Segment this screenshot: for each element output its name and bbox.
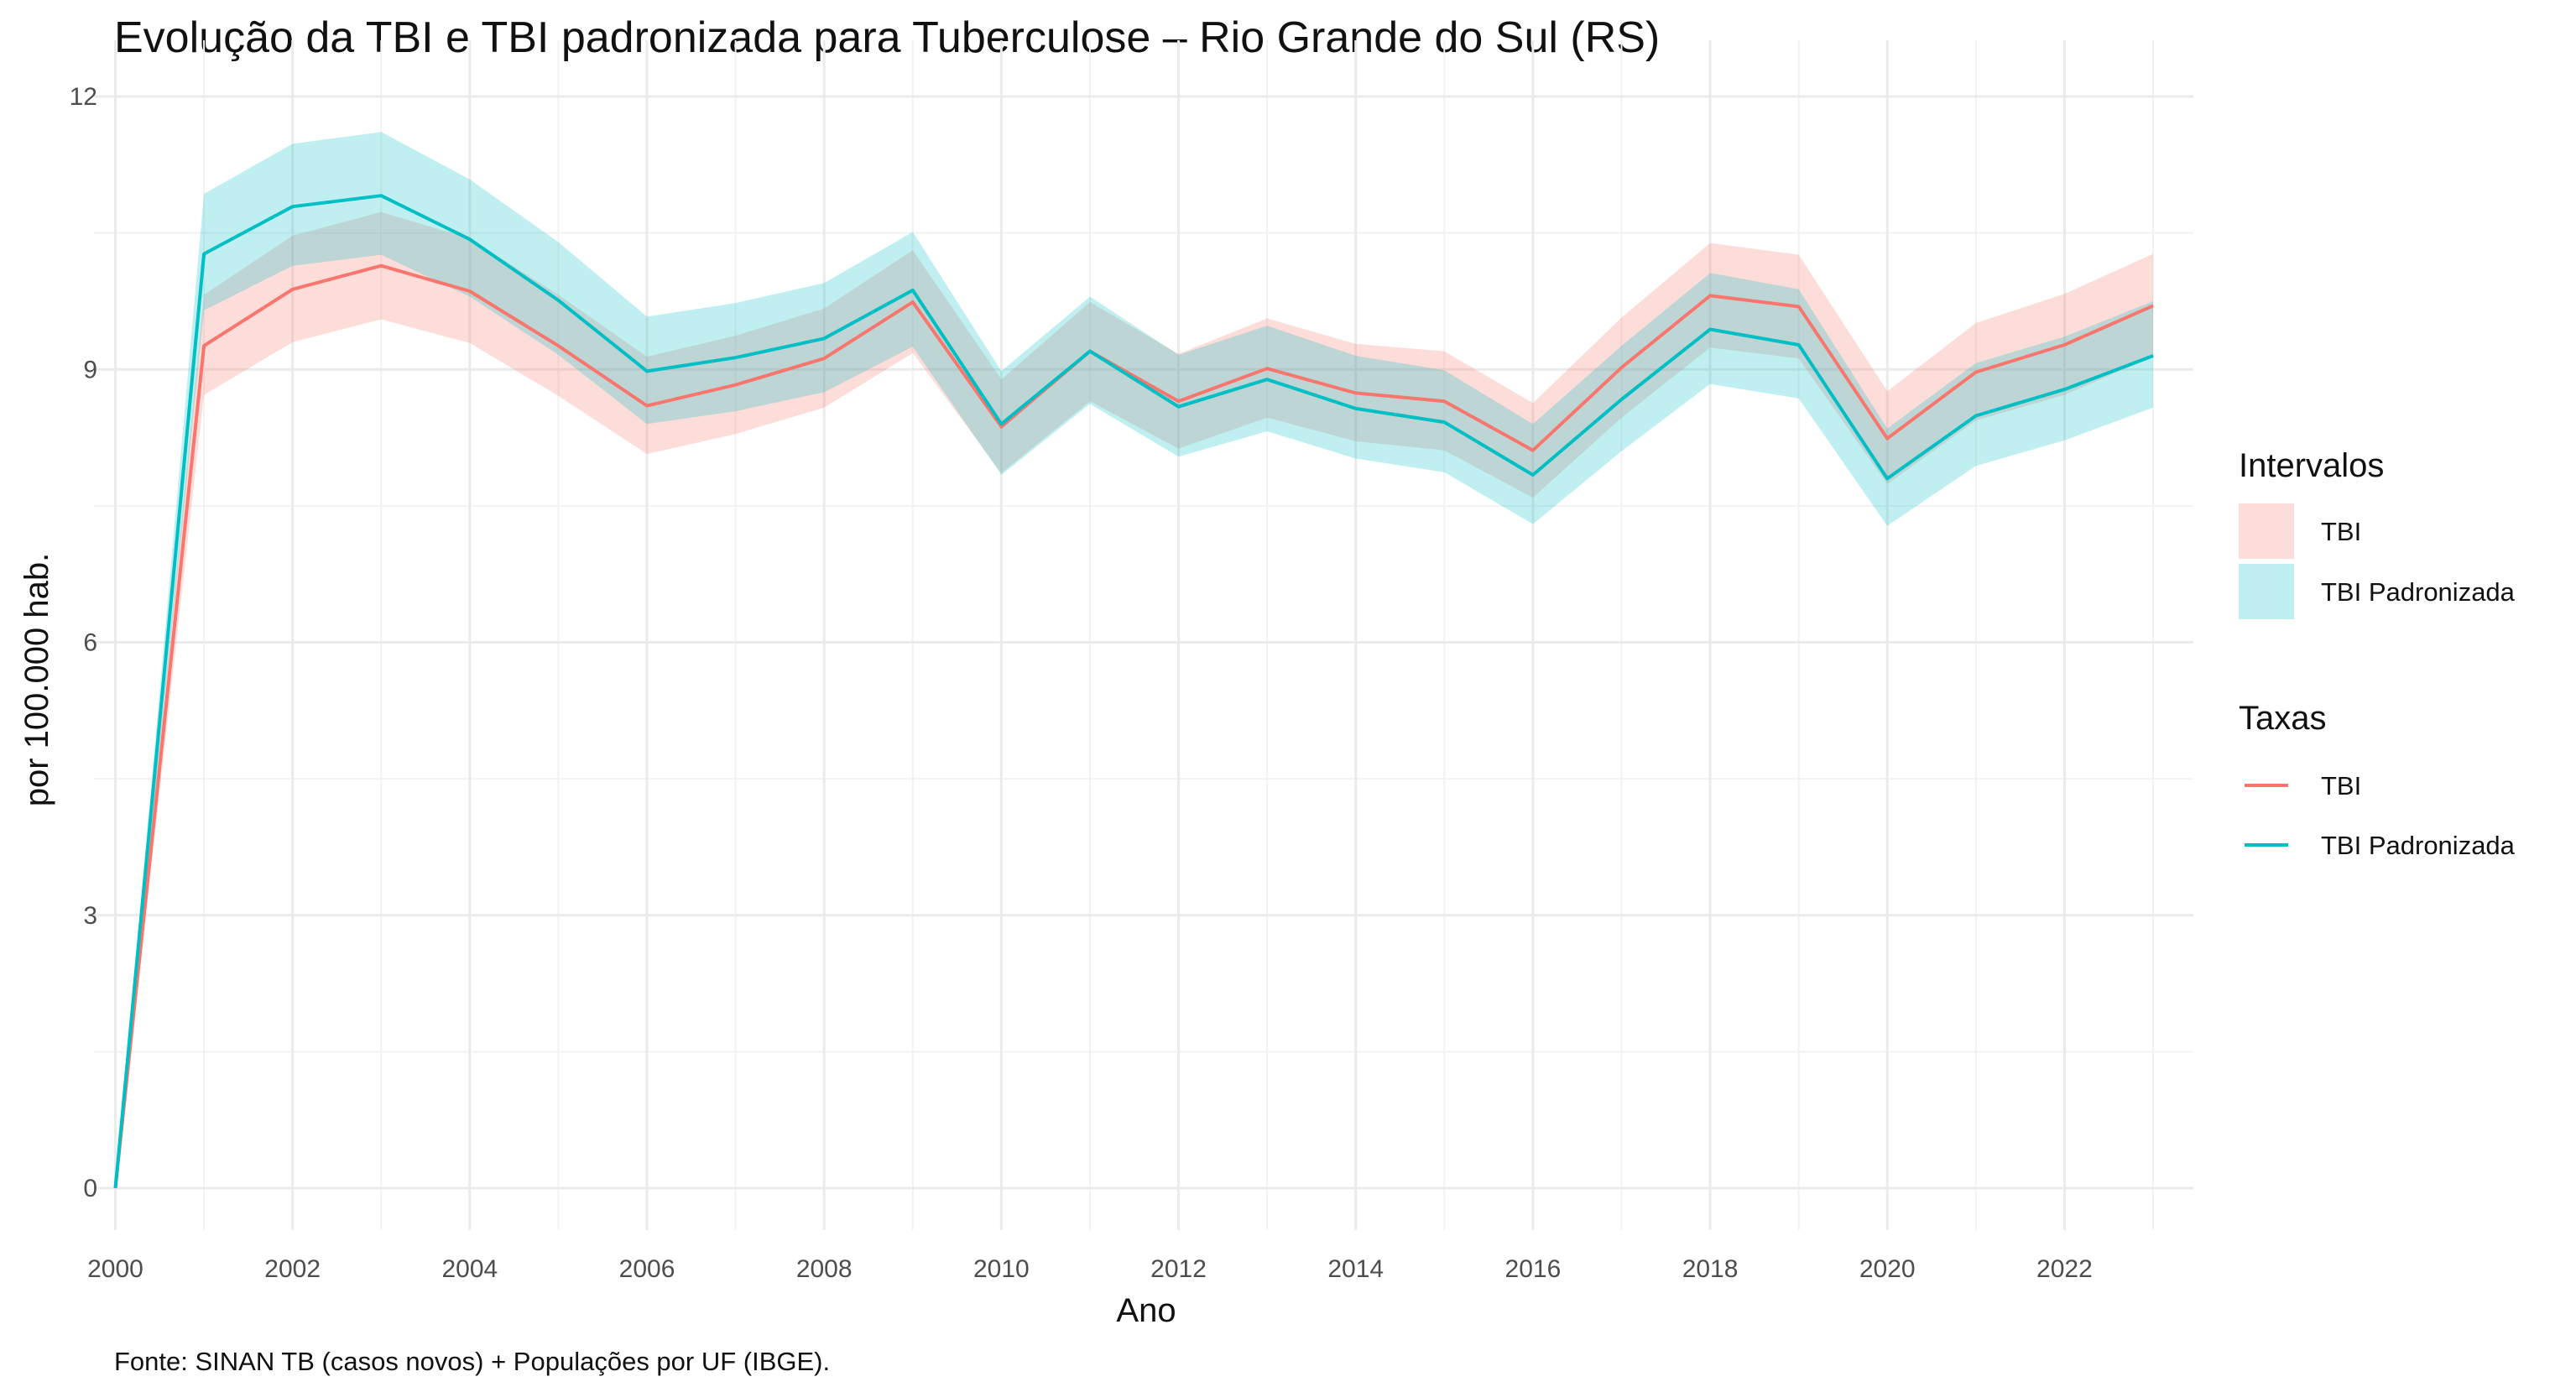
series-lines [113, 194, 2154, 1189]
legend-title-lines: Taxas [2239, 700, 2327, 737]
line-tbi-padronizada [113, 194, 2154, 1189]
y-tick-label: 0 [83, 1175, 97, 1202]
legend-key-ribbon-tbi [2239, 503, 2294, 559]
chart-title: Evolução da TBI e TBI padronizada para T… [114, 13, 1660, 62]
x-tick-label: 2004 [441, 1255, 498, 1283]
ribbon-tbi-padronizada [115, 132, 2153, 1188]
plot-panel [94, 40, 2193, 1230]
x-tick-label: 2006 [619, 1255, 675, 1283]
line-tbi [113, 263, 2154, 1189]
confidence-ribbons [115, 132, 2153, 1189]
x-tick-label: 2008 [796, 1255, 853, 1283]
x-axis-label: Ano [1116, 1292, 1176, 1329]
x-tick-label: 2012 [1150, 1255, 1207, 1283]
x-tick-label: 2016 [1505, 1255, 1562, 1283]
legend-label-ribbon-tbi-padronizada: TBI Padronizada [2321, 577, 2516, 607]
x-tick-label: 2010 [973, 1255, 1030, 1283]
major-gridlines [94, 40, 2193, 1230]
legend-key-ribbon-tbi-padronizada [2239, 564, 2294, 619]
x-axis-tick-labels: 2000 2002 2004 2006 2008 2010 2012 2014 2016 2018… [87, 1255, 2093, 1283]
x-tick-label: 2014 [1327, 1255, 1384, 1283]
legend-label-line-tbi-padronizada: TBI Padronizada [2321, 831, 2516, 860]
minor-gridlines [94, 40, 2193, 1230]
legend-label-line-tbi: TBI [2321, 771, 2361, 800]
x-tick-label: 2020 [1859, 1255, 1916, 1283]
x-tick-label: 2000 [87, 1255, 143, 1283]
legend-title-intervals: Intervalos [2239, 447, 2384, 484]
x-tick-label: 2018 [1682, 1255, 1739, 1283]
chart-caption: Fonte: SINAN TB (casos novos) + Populaçõ… [114, 1347, 830, 1376]
y-axis-tick-labels: 0 3 6 9 12 [70, 83, 97, 1202]
legend: Intervalos TBI TBI Padronizada Taxas TBI… [2239, 447, 2516, 860]
ribbon-tbi [115, 211, 2153, 1189]
y-tick-label: 3 [83, 902, 97, 930]
x-tick-label: 2002 [264, 1255, 321, 1283]
y-tick-label: 6 [83, 629, 97, 657]
y-axis-label: por 100.000 hab. [18, 553, 55, 806]
y-tick-label: 12 [70, 83, 97, 111]
x-tick-label: 2022 [2036, 1255, 2093, 1283]
legend-label-ribbon-tbi: TBI [2321, 517, 2361, 546]
y-tick-label: 9 [83, 356, 97, 383]
